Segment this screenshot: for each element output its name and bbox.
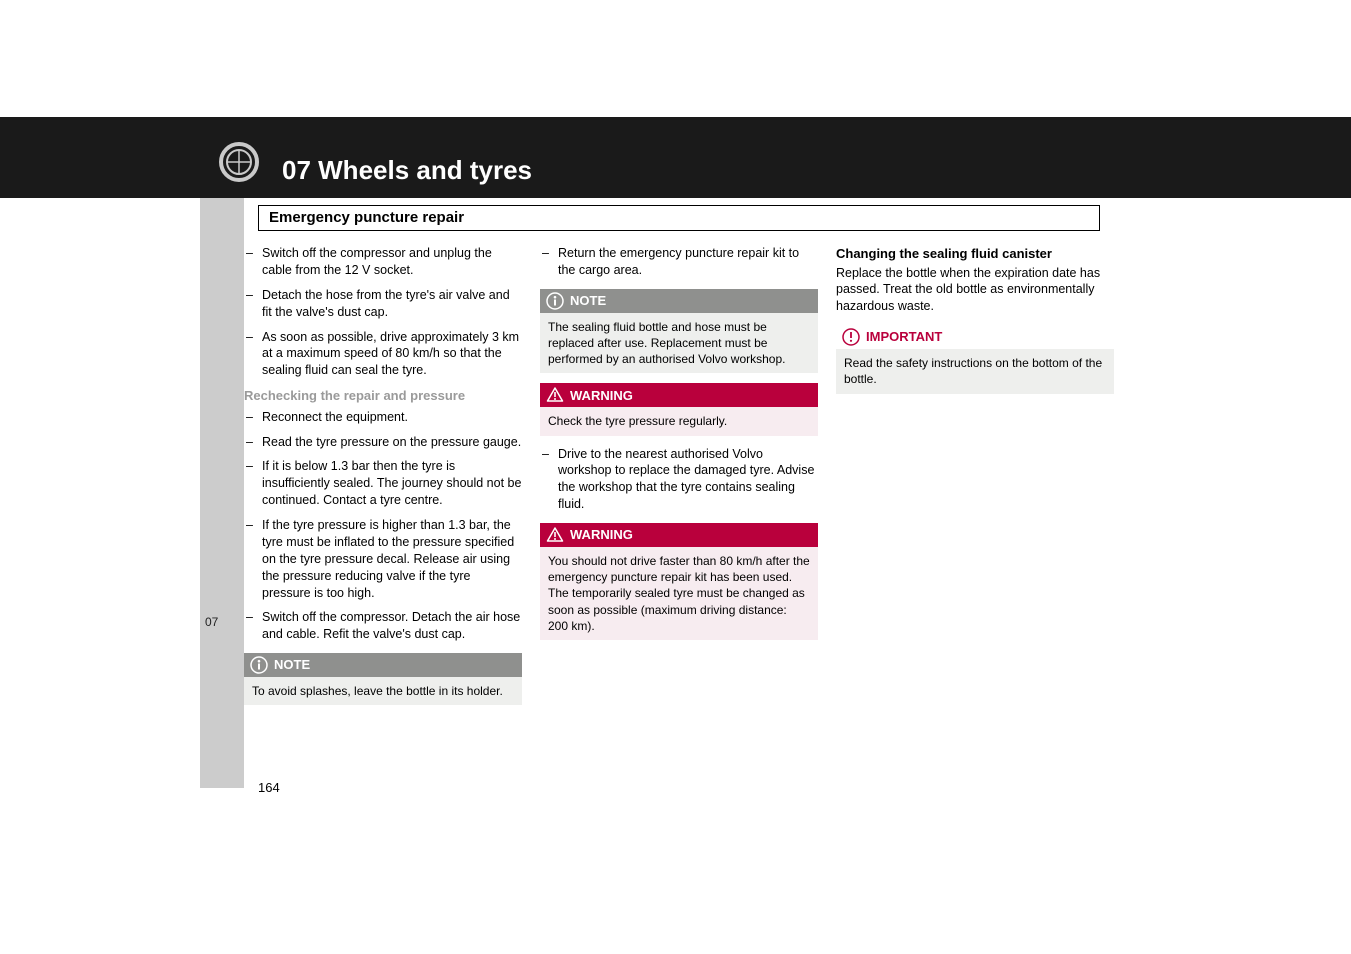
list-item: If it is below 1.3 bar then the tyre is … [244,458,522,509]
warning-callout: WARNING You should not drive faster than… [540,523,818,640]
col1-subheading: Rechecking the repair and pressure [244,387,522,405]
info-circle-icon [250,656,268,674]
side-chapter-bar [200,198,244,788]
list-item: Switch off the compressor. Detach the ai… [244,609,522,643]
chapter-title: 07 Wheels and tyres [282,155,532,186]
col1-bullet-list-2: Reconnect the equipment. Read the tyre p… [244,409,522,644]
warning-body: Check the tyre pressure regularly. [540,407,818,435]
section-title: Emergency puncture repair [258,205,1100,231]
important-callout: IMPORTANT Read the safety instructions o… [836,325,1114,393]
info-circle-icon [546,292,564,310]
list-item: Read the tyre pressure on the pressure g… [244,434,522,451]
note-callout: NOTE To avoid splashes, leave the bottle… [244,653,522,705]
list-item: Detach the hose from the tyre's air valv… [244,287,522,321]
important-body: Read the safety instructions on the bott… [836,349,1114,393]
alert-circle-icon [842,328,860,346]
header-dark-bar [0,117,1351,198]
list-item: Reconnect the equipment. [244,409,522,426]
column-3: Changing the sealing fluid canister Repl… [836,245,1114,705]
note-body: The sealing fluid bottle and hose must b… [540,313,818,374]
note-callout: NOTE The sealing fluid bottle and hose m… [540,289,818,374]
warning-body: You should not drive faster than 80 km/h… [540,547,818,640]
column-1: Switch off the compressor and unplug the… [244,245,522,705]
col3-body-text: Replace the bottle when the expiration d… [836,265,1114,316]
list-item: If the tyre pressure is higher than 1.3 … [244,517,522,601]
note-body: To avoid splashes, leave the bottle in i… [244,677,522,705]
note-label: NOTE [274,656,310,674]
note-label: NOTE [570,292,606,310]
col1-bullet-list-1: Switch off the compressor and unplug the… [244,245,522,379]
warning-label: WARNING [570,387,633,405]
warning-triangle-icon [546,526,564,544]
warning-header: WARNING [540,383,818,407]
content-columns: Switch off the compressor and unplug the… [244,245,1114,705]
important-header: IMPORTANT [836,325,1114,349]
col2-bullet-list-1: Return the emergency puncture repair kit… [540,245,818,279]
warning-callout: WARNING Check the tyre pressure regularl… [540,383,818,435]
column-2: Return the emergency puncture repair kit… [540,245,818,705]
col3-heading: Changing the sealing fluid canister [836,245,1114,263]
side-chapter-number: 07 [205,615,218,629]
warning-triangle-icon [546,386,564,404]
note-header: NOTE [244,653,522,677]
volvo-circle-icon [217,140,261,189]
list-item: Return the emergency puncture repair kit… [540,245,818,279]
list-item: As soon as possible, drive approximately… [244,329,522,380]
list-item: Switch off the compressor and unplug the… [244,245,522,279]
important-label: IMPORTANT [866,328,942,346]
note-header: NOTE [540,289,818,313]
list-item: Drive to the nearest authorised Volvo wo… [540,446,818,514]
col2-bullet-list-2: Drive to the nearest authorised Volvo wo… [540,446,818,514]
page-number: 164 [258,780,280,795]
warning-label: WARNING [570,526,633,544]
warning-header: WARNING [540,523,818,547]
